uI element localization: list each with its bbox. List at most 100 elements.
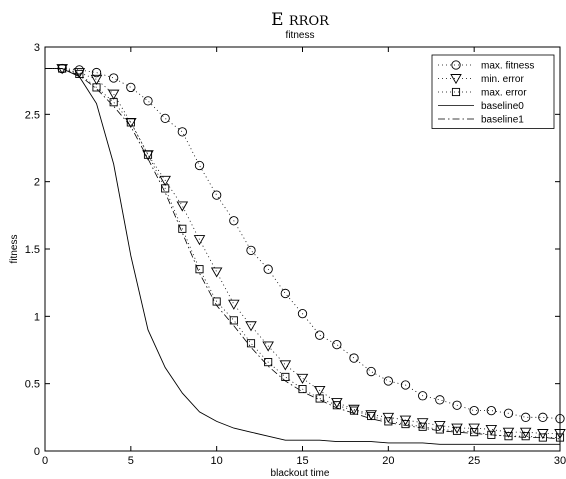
chart-title: E RROR <box>271 10 330 30</box>
data-point-max-fitness <box>521 412 531 422</box>
data-point-min-error <box>279 360 292 371</box>
x-axis-label: blackout time <box>271 468 330 479</box>
data-point-min-error <box>331 398 343 409</box>
y-tick-label: 1.5 <box>25 244 40 256</box>
data-point-max-fitness <box>469 405 479 416</box>
y-tick-label: 2 <box>34 177 40 189</box>
data-point-min-error <box>107 89 120 100</box>
data-point-max-fitness <box>177 127 187 137</box>
data-point-max-error <box>315 394 324 403</box>
legend-marker-max-error <box>451 87 461 97</box>
data-point-max-fitness <box>366 366 376 377</box>
data-point-max-error <box>555 433 565 442</box>
data-point-max-error <box>92 83 101 92</box>
y-tick-label: 3 <box>34 42 40 54</box>
x-tick-label: 10 <box>211 455 223 467</box>
data-point-max-fitness <box>194 160 205 171</box>
data-point-max-error <box>332 401 341 410</box>
data-point-max-error <box>470 428 479 437</box>
data-point-min-error <box>313 385 326 397</box>
data-point-min-error <box>348 404 360 415</box>
legend-marker-min-error <box>450 74 462 85</box>
data-point-min-error <box>451 423 463 434</box>
series-line-baseline0 <box>45 68 560 445</box>
data-point-max-error <box>521 432 530 441</box>
data-point-max-fitness <box>280 288 290 299</box>
data-point-max-fitness <box>246 245 256 255</box>
legend-label-max-fitness: max. fitness <box>481 61 534 72</box>
legend-label-max-error: max. error <box>481 88 527 99</box>
data-point-max-error <box>246 339 256 348</box>
data-point-max-fitness <box>91 67 102 78</box>
data-point-max-error <box>229 316 238 325</box>
data-point-max-fitness <box>400 380 411 390</box>
data-point-min-error <box>176 201 189 212</box>
y-tick-label: 0 <box>34 446 40 458</box>
series-line-baseline1 <box>45 68 561 440</box>
chart-title-rest: RROR <box>289 14 330 29</box>
data-point-max-fitness <box>435 395 445 405</box>
data-point-max-fitness <box>229 216 239 226</box>
plot-area: 0 5 10 15 20 25 30 0 0.5 1 1.5 2 2.5 3 <box>25 42 566 467</box>
data-point-max-fitness <box>383 376 393 386</box>
y-tick-label: 2.5 <box>25 109 40 121</box>
data-point-min-error <box>90 74 103 85</box>
data-point-min-error <box>365 410 377 421</box>
data-point-min-error <box>296 373 309 384</box>
data-point-max-fitness <box>538 412 548 422</box>
chart-title-initial: E <box>271 10 283 30</box>
data-point-max-fitness <box>332 339 342 350</box>
data-point-max-fitness <box>263 264 273 274</box>
data-point-max-fitness <box>418 391 428 401</box>
legend-label-baseline0: baseline0 <box>481 101 524 112</box>
data-point-max-fitness <box>452 400 462 410</box>
x-tick-label: 0 <box>42 455 48 467</box>
legend-label-min-error: min. error <box>481 74 524 85</box>
x-tick-label: 30 <box>554 455 566 467</box>
data-point-max-error <box>281 372 290 381</box>
data-point-min-error <box>193 235 206 246</box>
data-point-max-fitness <box>160 113 170 124</box>
data-point-max-error <box>349 406 359 415</box>
chart-subtitle: fitness <box>286 30 315 41</box>
data-point-min-error <box>245 321 257 332</box>
data-point-max-fitness <box>486 405 496 416</box>
x-tick-label: 20 <box>382 455 394 467</box>
x-tick-label: 25 <box>468 455 480 467</box>
data-point-max-error <box>367 411 376 421</box>
data-point-min-error <box>210 267 223 278</box>
data-point-max-error <box>435 425 444 434</box>
data-point-min-error <box>159 175 171 186</box>
legend: max. fitness min. error max. error baseline… <box>431 54 555 129</box>
legend-marker-max-fitness <box>451 60 461 70</box>
data-point-max-fitness <box>109 73 119 83</box>
data-point-min-error <box>262 341 274 352</box>
data-point-max-fitness <box>297 308 308 319</box>
data-point-max-error <box>161 184 170 193</box>
data-point-max-fitness <box>212 190 222 200</box>
data-point-max-error <box>143 150 153 159</box>
data-point-max-fitness <box>349 353 359 363</box>
data-point-max-error <box>178 224 187 233</box>
x-tick-label: 5 <box>128 455 134 467</box>
data-point-max-error <box>418 422 427 431</box>
x-tick-label: 15 <box>296 455 308 467</box>
data-point-max-error <box>384 417 393 426</box>
data-point-max-fitness <box>143 96 153 106</box>
data-point-max-fitness <box>503 408 514 418</box>
data-point-min-error <box>485 425 498 436</box>
y-axis-label: fitness <box>9 235 20 264</box>
data-point-min-error <box>228 299 240 310</box>
y-tick-label: 0.5 <box>25 379 40 391</box>
data-point-max-fitness <box>555 414 565 424</box>
data-point-max-fitness <box>315 330 325 340</box>
data-point-max-error <box>401 420 410 429</box>
data-point-max-error <box>195 265 204 274</box>
series-line-min-error <box>45 68 560 434</box>
data-point-max-fitness <box>126 82 136 93</box>
series-line-max-error <box>45 68 560 438</box>
data-point-max-error <box>452 426 462 435</box>
legend-label-baseline1: baseline1 <box>481 115 524 126</box>
y-tick-label: 1 <box>34 311 40 323</box>
